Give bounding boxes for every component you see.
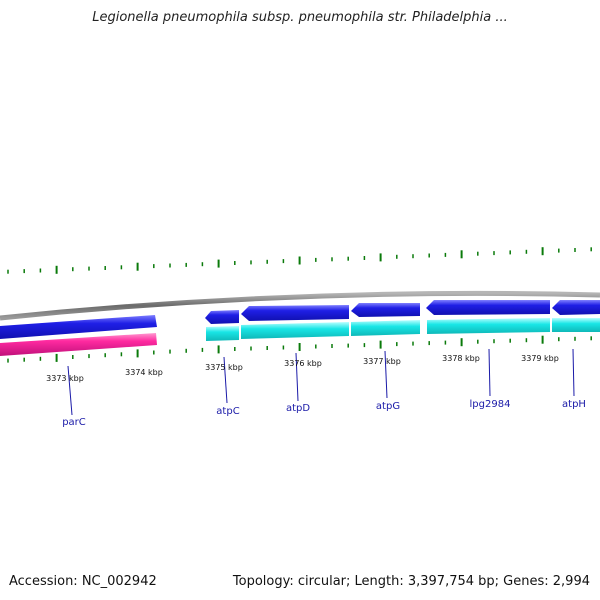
scale-label-3375: 3375 kbp	[205, 363, 243, 372]
leader-lpg2984	[488, 348, 491, 397]
leader-atpC	[223, 356, 228, 404]
accession-text: Accession: NC_002942	[9, 574, 157, 589]
gene-label-parC[interactable]: parC	[62, 417, 86, 428]
leader-atpH	[572, 348, 575, 397]
scale-label-3374: 3374 kbp	[125, 368, 163, 377]
feature-forward-atpG	[351, 303, 420, 317]
scale-label-3378: 3378 kbp	[442, 354, 480, 363]
feature-cyan-2	[241, 322, 349, 339]
gene-label-atpC[interactable]: atpC	[216, 406, 239, 417]
scale-label-3377: 3377 kbp	[363, 357, 401, 366]
feature-cyan-5	[552, 318, 600, 332]
scale-label-3376: 3376 kbp	[284, 359, 322, 368]
feature-cyan-4	[427, 318, 550, 334]
gene-label-atpG[interactable]: atpG	[376, 401, 400, 412]
feature-forward-atpC	[205, 310, 239, 324]
scale-label-3379: 3379 kbp	[521, 354, 559, 363]
feature-cyan-3	[351, 320, 420, 336]
genome-backbone	[0, 290, 600, 321]
genome-summary-text: Topology: circular; Length: 3,397,754 bp…	[232, 574, 590, 589]
feature-forward-lpg2984	[426, 300, 550, 315]
feature-left-reverse-1	[0, 333, 157, 356]
tick-layer	[7, 247, 592, 363]
leader-atpD	[295, 352, 299, 402]
leader-parC	[67, 365, 73, 416]
scale-label-3373: 3373 kbp	[46, 374, 84, 383]
map-title: Legionella pneumophila subsp. pneumophil…	[92, 10, 508, 25]
feature-forward-atpD	[241, 305, 349, 321]
gene-label-atpD[interactable]: atpD	[286, 403, 310, 414]
feature-cyan-1	[206, 326, 239, 341]
gene-label-atpH[interactable]: atpH	[562, 399, 586, 410]
feature-left-forward-1	[0, 315, 157, 339]
leader-atpG	[384, 350, 388, 399]
feature-forward-atpH	[552, 300, 600, 315]
gene-label-lpg2984[interactable]: lpg2984	[470, 399, 511, 410]
